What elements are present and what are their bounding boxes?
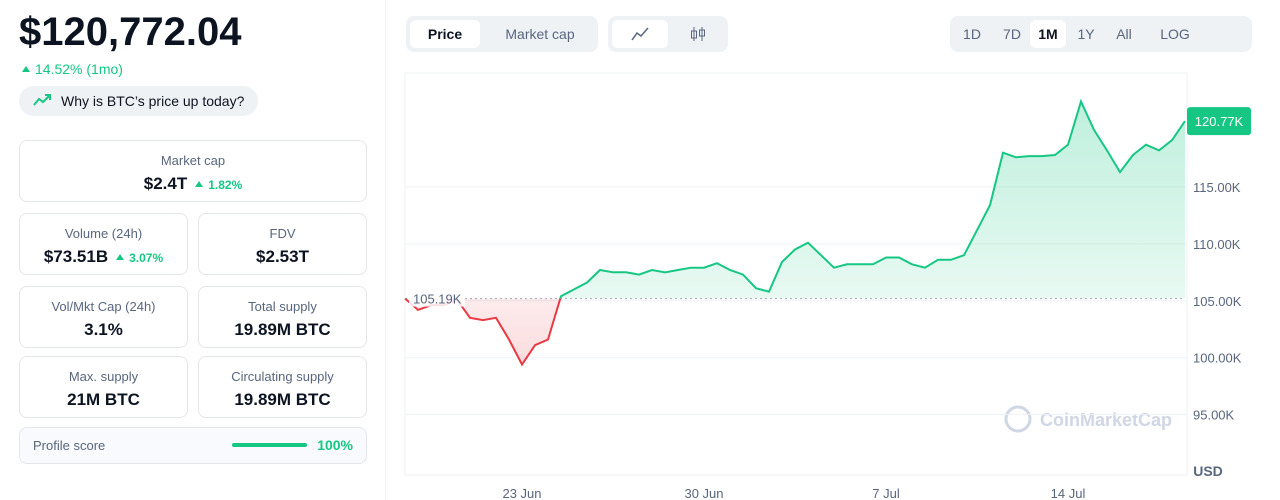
profile-bar [232, 443, 307, 447]
candle-style[interactable] [670, 20, 726, 48]
baseline-label: 105.19K [413, 292, 462, 307]
stat-value: $73.51B 3.07% [20, 247, 187, 267]
plot-frame [404, 72, 1188, 476]
watermark-logo [1004, 405, 1032, 433]
stat-value: $2.53T [199, 247, 366, 267]
stat-label: Total supply [248, 299, 317, 314]
stat-number: $73.51B [43, 247, 109, 266]
range-button[interactable]: 1D [963, 26, 981, 42]
unit-label: USD [1193, 463, 1223, 479]
divider [385, 0, 386, 500]
current-label: 120.77K [1195, 114, 1244, 129]
stat-card: FDV $2.53T [198, 213, 367, 275]
y-tick-label: 100.00K [1193, 351, 1242, 366]
tab-group: Price Market cap [406, 16, 598, 52]
stat-number: 19.89M BTC [234, 390, 331, 409]
price-line [404, 98, 1186, 367]
stat-number: $2.4T [143, 174, 188, 193]
x-tick-label: 30 Jun [684, 486, 723, 500]
stat-label: Max. supply [68, 369, 139, 384]
x-tick-label: 14 Jul [1051, 486, 1086, 500]
range-button[interactable]: 7D [1003, 26, 1021, 42]
stat-card: Volume (24h) $73.51B 3.07% [19, 213, 188, 275]
stat-value: 21M BTC [20, 390, 187, 410]
range-button[interactable]: All [1116, 26, 1132, 42]
stat-label: Vol/Mkt Cap (24h) [51, 299, 156, 314]
range-group: 1D 7D 1M 1Y All LOG [950, 16, 1252, 52]
stat-card: Max. supply 21M BTC [19, 356, 188, 418]
watermark: CoinMarketCap [1040, 410, 1172, 430]
range-button[interactable]: 1Y [1077, 26, 1095, 42]
tab[interactable]: Market cap [505, 26, 575, 42]
stat-label: FDV [269, 226, 296, 241]
price: $120,772.04 [19, 10, 242, 54]
stat-number: 3.1% [84, 320, 123, 339]
x-tick-label: 7 Jul [872, 486, 900, 500]
stat-number: 19.89M BTC [234, 320, 331, 339]
stat-value: 3.1% [20, 320, 187, 340]
current-label-bg [1187, 107, 1251, 136]
x-tick-label: 23 Jun [502, 486, 541, 500]
range-button[interactable]: LOG [1160, 26, 1190, 42]
stat-card: Circulating supply 19.89M BTC [198, 356, 367, 418]
price-change: 14.52% (1mo) [22, 61, 123, 77]
stat-number: $2.53T [256, 247, 309, 266]
range-button[interactable]: 1M [1030, 20, 1066, 48]
stat-value: $2.4T 1.82% [20, 174, 366, 194]
area [405, 101, 1185, 365]
y-tick-label: 110.00K [1193, 237, 1241, 252]
profile-value: 100% [317, 437, 353, 453]
profile-label: Profile score [33, 438, 106, 453]
baseline-label-bg [409, 288, 465, 307]
stat-value: 19.89M BTC [199, 390, 366, 410]
stat-label: Circulating supply [231, 369, 334, 384]
y-tick-label: 115.00K [1193, 180, 1241, 195]
stat-change: 1.82% [195, 178, 242, 192]
stat-card: Total supply 19.89M BTC [198, 286, 367, 348]
stat-card: Vol/Mkt Cap (24h) 3.1% [19, 286, 188, 348]
stat-label: Market cap [160, 153, 226, 168]
stat-change: 3.07% [116, 251, 163, 265]
stat-number: 21M BTC [67, 390, 140, 409]
chart-style-group [608, 16, 728, 52]
stat-value: 19.89M BTC [199, 320, 366, 340]
y-tick-label: 95.00K [1193, 408, 1235, 423]
profile-track [232, 443, 307, 447]
profile-card: Profile score 100% [19, 427, 367, 464]
tab[interactable]: Price [410, 20, 480, 48]
line-style[interactable] [612, 20, 668, 48]
why-button[interactable]: Why is BTC’s price up today? [19, 86, 259, 116]
y-tick-label: 105.00K [1193, 294, 1242, 309]
trend-icon [33, 94, 51, 106]
stat-card: Market cap $2.4T 1.82% [19, 140, 367, 202]
stat-label: Volume (24h) [64, 226, 143, 241]
